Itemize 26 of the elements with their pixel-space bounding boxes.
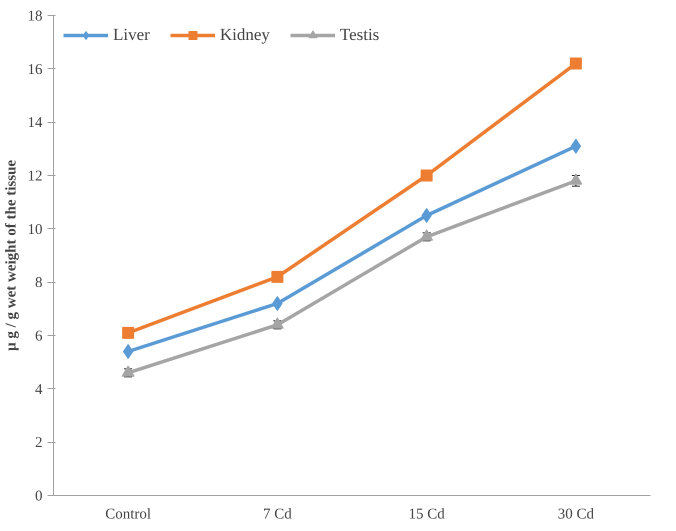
x-tick-label: 15 Cd bbox=[408, 506, 446, 522]
y-tick-label: 16 bbox=[28, 62, 43, 78]
y-tick-label: 2 bbox=[35, 435, 42, 452]
x-tick-label: 30 Cd bbox=[558, 506, 594, 522]
y-tick-label: 10 bbox=[28, 222, 42, 238]
y-axis-title: µ g / g wet weight of the tissue bbox=[4, 160, 20, 352]
point bbox=[122, 326, 134, 339]
point bbox=[421, 208, 432, 223]
y-tick-label: 0 bbox=[35, 488, 42, 504]
legend-label: Liver bbox=[113, 25, 150, 45]
y-tick-label: 14 bbox=[28, 115, 43, 132]
legend-label: Kidney bbox=[220, 25, 270, 45]
point bbox=[570, 58, 582, 70]
y-tick-label: 4 bbox=[35, 382, 43, 398]
y-tick-label: 12 bbox=[28, 168, 42, 184]
y-tick-label: 8 bbox=[35, 275, 42, 292]
point bbox=[271, 270, 284, 283]
point bbox=[122, 344, 134, 359]
x-tick-label: Control bbox=[105, 506, 152, 522]
legend-label: Testis bbox=[340, 25, 380, 45]
point bbox=[570, 138, 582, 154]
x-tick-label: 7 Cd bbox=[263, 506, 292, 522]
y-tick-label: 18 bbox=[28, 8, 42, 24]
point bbox=[420, 170, 433, 182]
y-tick-label: 6 bbox=[35, 328, 43, 344]
point bbox=[272, 296, 283, 311]
